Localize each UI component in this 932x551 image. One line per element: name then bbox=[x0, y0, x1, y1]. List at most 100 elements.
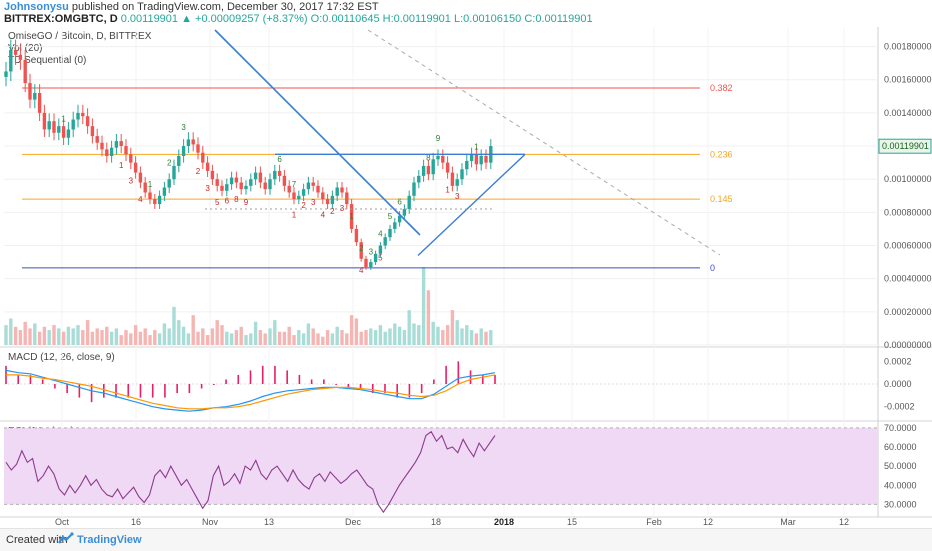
candle-body bbox=[292, 192, 296, 200]
candle-body bbox=[33, 93, 37, 100]
candle-body bbox=[109, 147, 114, 156]
fib-level-label: 0.236 bbox=[710, 149, 733, 159]
volume-bar bbox=[205, 335, 210, 345]
volume-bar bbox=[445, 325, 450, 345]
candle-body bbox=[9, 49, 13, 72]
candle-body bbox=[61, 126, 66, 138]
tradingview-link[interactable]: TradingView bbox=[77, 534, 142, 546]
volume-bar bbox=[57, 328, 61, 345]
macd-tick-label: -0.0002 bbox=[884, 402, 915, 412]
td-count-label: 1 bbox=[61, 114, 66, 123]
candle-body bbox=[234, 177, 239, 183]
volume-bar bbox=[66, 326, 71, 345]
volume-bar bbox=[186, 333, 191, 345]
author-link[interactable]: Johnsonysu bbox=[4, 1, 69, 13]
volume-bar bbox=[42, 326, 47, 345]
candle-body bbox=[397, 215, 402, 223]
price-tick-label: 0.00080000 bbox=[884, 207, 932, 217]
candle-body bbox=[388, 228, 392, 238]
volume-bar bbox=[455, 320, 459, 345]
candle-body bbox=[297, 195, 301, 200]
volume-bar bbox=[100, 330, 104, 345]
candle-body bbox=[133, 162, 138, 173]
last-price-tick: 0.00119901 bbox=[882, 141, 929, 151]
volume-bar bbox=[239, 326, 243, 345]
volume-bar bbox=[292, 335, 296, 345]
volume-bar bbox=[13, 326, 18, 345]
macd-histogram-bar bbox=[310, 379, 313, 384]
volume-bar bbox=[373, 330, 378, 345]
volume-bar bbox=[23, 321, 27, 345]
td-count-label: 3 bbox=[455, 192, 460, 201]
candle-body bbox=[114, 141, 119, 148]
rsi-band bbox=[4, 427, 878, 505]
macd-histogram-bar bbox=[115, 384, 117, 398]
candle-body bbox=[301, 189, 306, 196]
candle-body bbox=[383, 237, 387, 246]
candle-body bbox=[287, 185, 291, 193]
macd-label: MACD (12, 26, close, 9) bbox=[8, 352, 115, 363]
date-tick-label: 13 bbox=[264, 517, 274, 527]
candle-body bbox=[119, 141, 123, 147]
candle-body bbox=[129, 154, 133, 163]
candle-body bbox=[349, 204, 354, 229]
macd-histogram-bar bbox=[29, 374, 32, 384]
td-count-label: 5 bbox=[215, 198, 220, 207]
td-count-label: 1 bbox=[474, 143, 479, 152]
volume-bar bbox=[177, 320, 181, 345]
candle-body bbox=[249, 179, 253, 186]
rsi-band-fill bbox=[4, 427, 878, 505]
volume-bar bbox=[479, 328, 483, 345]
td-count-label: 4 bbox=[321, 210, 326, 219]
macd-histogram-bar bbox=[213, 384, 215, 385]
candle-body bbox=[66, 129, 71, 138]
volume-bar bbox=[460, 328, 464, 345]
date-tick-label: Mar bbox=[780, 517, 796, 527]
volume-bar bbox=[388, 328, 392, 345]
volume-bar bbox=[402, 330, 407, 345]
candle-body bbox=[268, 179, 272, 190]
rsi-tick-label: 70.0000 bbox=[884, 423, 917, 433]
candle-body bbox=[426, 165, 431, 175]
volume-bar bbox=[369, 328, 373, 345]
volume-bar bbox=[441, 330, 445, 345]
candle-body bbox=[412, 182, 416, 196]
candle-body bbox=[253, 172, 258, 180]
candle-body bbox=[37, 93, 42, 113]
volume-bar bbox=[81, 330, 85, 345]
td-count-label: 4 bbox=[138, 195, 143, 204]
candle-body bbox=[469, 154, 474, 161]
candle-body bbox=[18, 54, 23, 60]
macd-histogram-bar bbox=[274, 365, 276, 384]
volume-bar bbox=[349, 315, 354, 345]
volume-bar bbox=[229, 333, 234, 345]
footer-bar: Created with TradingView bbox=[0, 528, 932, 551]
axes: 0.001800000.001600000.001400000.00120000… bbox=[55, 42, 932, 527]
chart-header: Johnsonysu published on TradingView.com,… bbox=[0, 0, 932, 26]
volume-bar bbox=[431, 321, 435, 345]
td-count-label: 5 bbox=[388, 212, 393, 221]
candle-body bbox=[196, 144, 200, 153]
candle-body bbox=[450, 172, 455, 186]
td-count-label: 3 bbox=[129, 176, 134, 185]
td-count-label: 6 bbox=[225, 196, 230, 205]
candle-body bbox=[76, 112, 80, 120]
volume-indicator-label: Vol (20) bbox=[8, 43, 43, 54]
date-tick-label: 2018 bbox=[494, 517, 514, 527]
macd-histogram-bar bbox=[139, 384, 142, 398]
volume-bar bbox=[85, 320, 90, 345]
candle-body bbox=[81, 112, 85, 117]
macd-histogram-bar bbox=[445, 365, 447, 384]
volume-bar bbox=[325, 330, 330, 345]
candle-body bbox=[316, 185, 320, 193]
volume-bar bbox=[119, 335, 123, 345]
volume-bar bbox=[335, 326, 339, 345]
td-count-label: 7 bbox=[292, 180, 297, 189]
volume-bar bbox=[215, 320, 219, 345]
volume-bar bbox=[47, 330, 51, 345]
volume-bar bbox=[306, 323, 311, 345]
candle-body bbox=[162, 187, 167, 196]
volume-bar bbox=[364, 330, 368, 345]
candle-body bbox=[369, 262, 373, 268]
